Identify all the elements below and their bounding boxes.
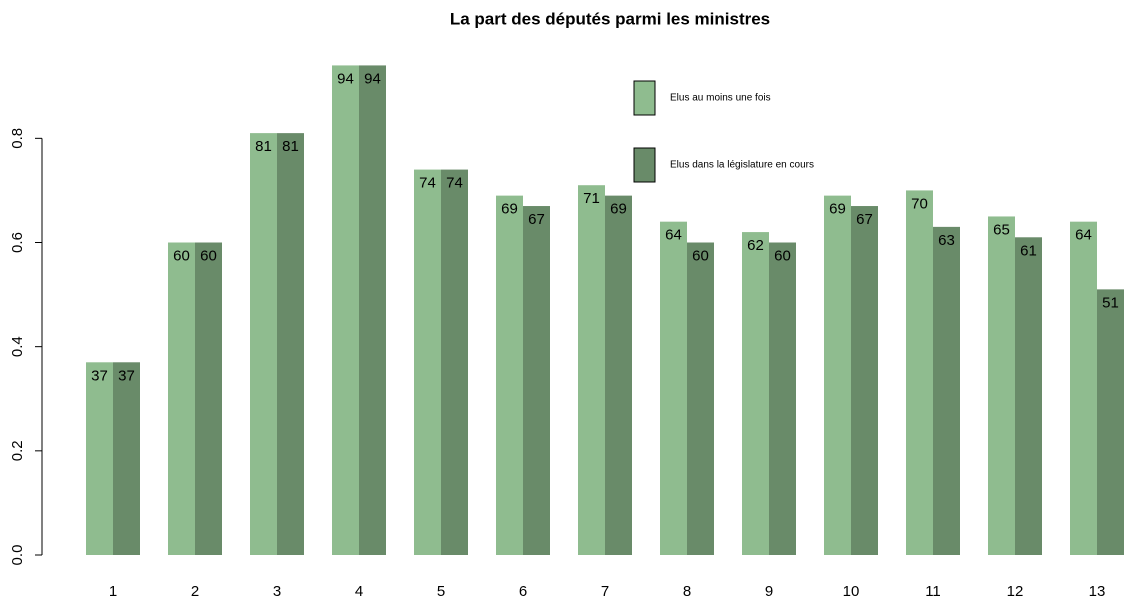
- bar: [742, 232, 769, 556]
- value-label: 69: [829, 201, 846, 218]
- value-label: 64: [1075, 227, 1092, 244]
- y-tick-label: 0.8: [9, 128, 26, 149]
- x-tick-label: 2: [191, 583, 199, 600]
- value-label: 69: [501, 201, 518, 218]
- x-tick-label: 7: [601, 583, 609, 600]
- y-tick-label: 0.4: [9, 336, 26, 357]
- bar: [414, 169, 441, 556]
- value-label: 67: [528, 211, 545, 228]
- x-tick-label: 8: [683, 583, 691, 600]
- y-tick-label: 0.0: [9, 545, 26, 566]
- x-tick-label: 1: [109, 583, 117, 600]
- legend-swatch: [633, 80, 656, 116]
- x-tick-label: 5: [437, 583, 445, 600]
- value-label: 63: [938, 232, 955, 249]
- value-label: 67: [856, 211, 873, 228]
- bar: [605, 195, 632, 555]
- bar: [578, 185, 605, 556]
- value-label: 94: [364, 70, 381, 87]
- bar: [687, 242, 714, 555]
- x-tick-label: 13: [1089, 583, 1106, 600]
- bar: [988, 216, 1015, 556]
- bar: [86, 362, 113, 555]
- chart-title: La part des députés parmi les ministres: [450, 9, 770, 28]
- legend-swatch: [633, 147, 656, 183]
- y-tick-label: 0.6: [9, 232, 26, 253]
- bar: [195, 242, 222, 555]
- x-tick-label: 12: [1007, 583, 1024, 600]
- x-tick-label: 11: [925, 583, 941, 600]
- value-label: 69: [610, 201, 627, 218]
- bar: [1015, 237, 1042, 555]
- value-label: 81: [255, 138, 272, 155]
- bar: [496, 195, 523, 555]
- value-label: 94: [337, 70, 354, 87]
- value-label: 60: [200, 247, 217, 264]
- bar: [332, 65, 359, 556]
- value-label: 71: [583, 190, 600, 207]
- value-label: 74: [446, 175, 463, 192]
- value-label: 37: [118, 367, 135, 384]
- x-tick-label: 3: [273, 583, 281, 600]
- value-label: 65: [993, 221, 1010, 238]
- value-label: 60: [774, 247, 791, 264]
- value-label: 60: [173, 247, 190, 264]
- bar: [250, 133, 277, 555]
- legend-label: Elus dans la législature en cours: [670, 160, 814, 171]
- value-label: 64: [665, 227, 682, 244]
- bar: [1097, 289, 1124, 555]
- bar: [906, 190, 933, 555]
- x-tick-label: 9: [765, 583, 773, 600]
- value-label: 70: [911, 195, 928, 212]
- x-tick-label: 4: [355, 583, 363, 600]
- bar: [113, 362, 140, 555]
- value-label: 81: [282, 138, 299, 155]
- value-label: 51: [1102, 294, 1119, 311]
- y-tick-label: 0.2: [9, 440, 26, 461]
- legend-label: Elus au moins une fois: [670, 93, 771, 104]
- bar: [933, 226, 960, 555]
- bar: [359, 65, 386, 556]
- bar: [441, 169, 468, 556]
- bar: [769, 242, 796, 555]
- bar: [660, 221, 687, 555]
- x-tick-label: 6: [519, 583, 527, 600]
- bar: [168, 242, 195, 555]
- bar: [523, 206, 550, 555]
- value-label: 74: [419, 175, 436, 192]
- bar: [277, 133, 304, 555]
- value-label: 60: [692, 247, 709, 264]
- value-label: 37: [91, 367, 108, 384]
- bar: [824, 195, 851, 555]
- value-label: 61: [1020, 242, 1037, 259]
- x-tick-label: 10: [843, 583, 860, 600]
- value-label: 62: [747, 237, 764, 254]
- bar: [851, 206, 878, 555]
- bar: [1070, 221, 1097, 555]
